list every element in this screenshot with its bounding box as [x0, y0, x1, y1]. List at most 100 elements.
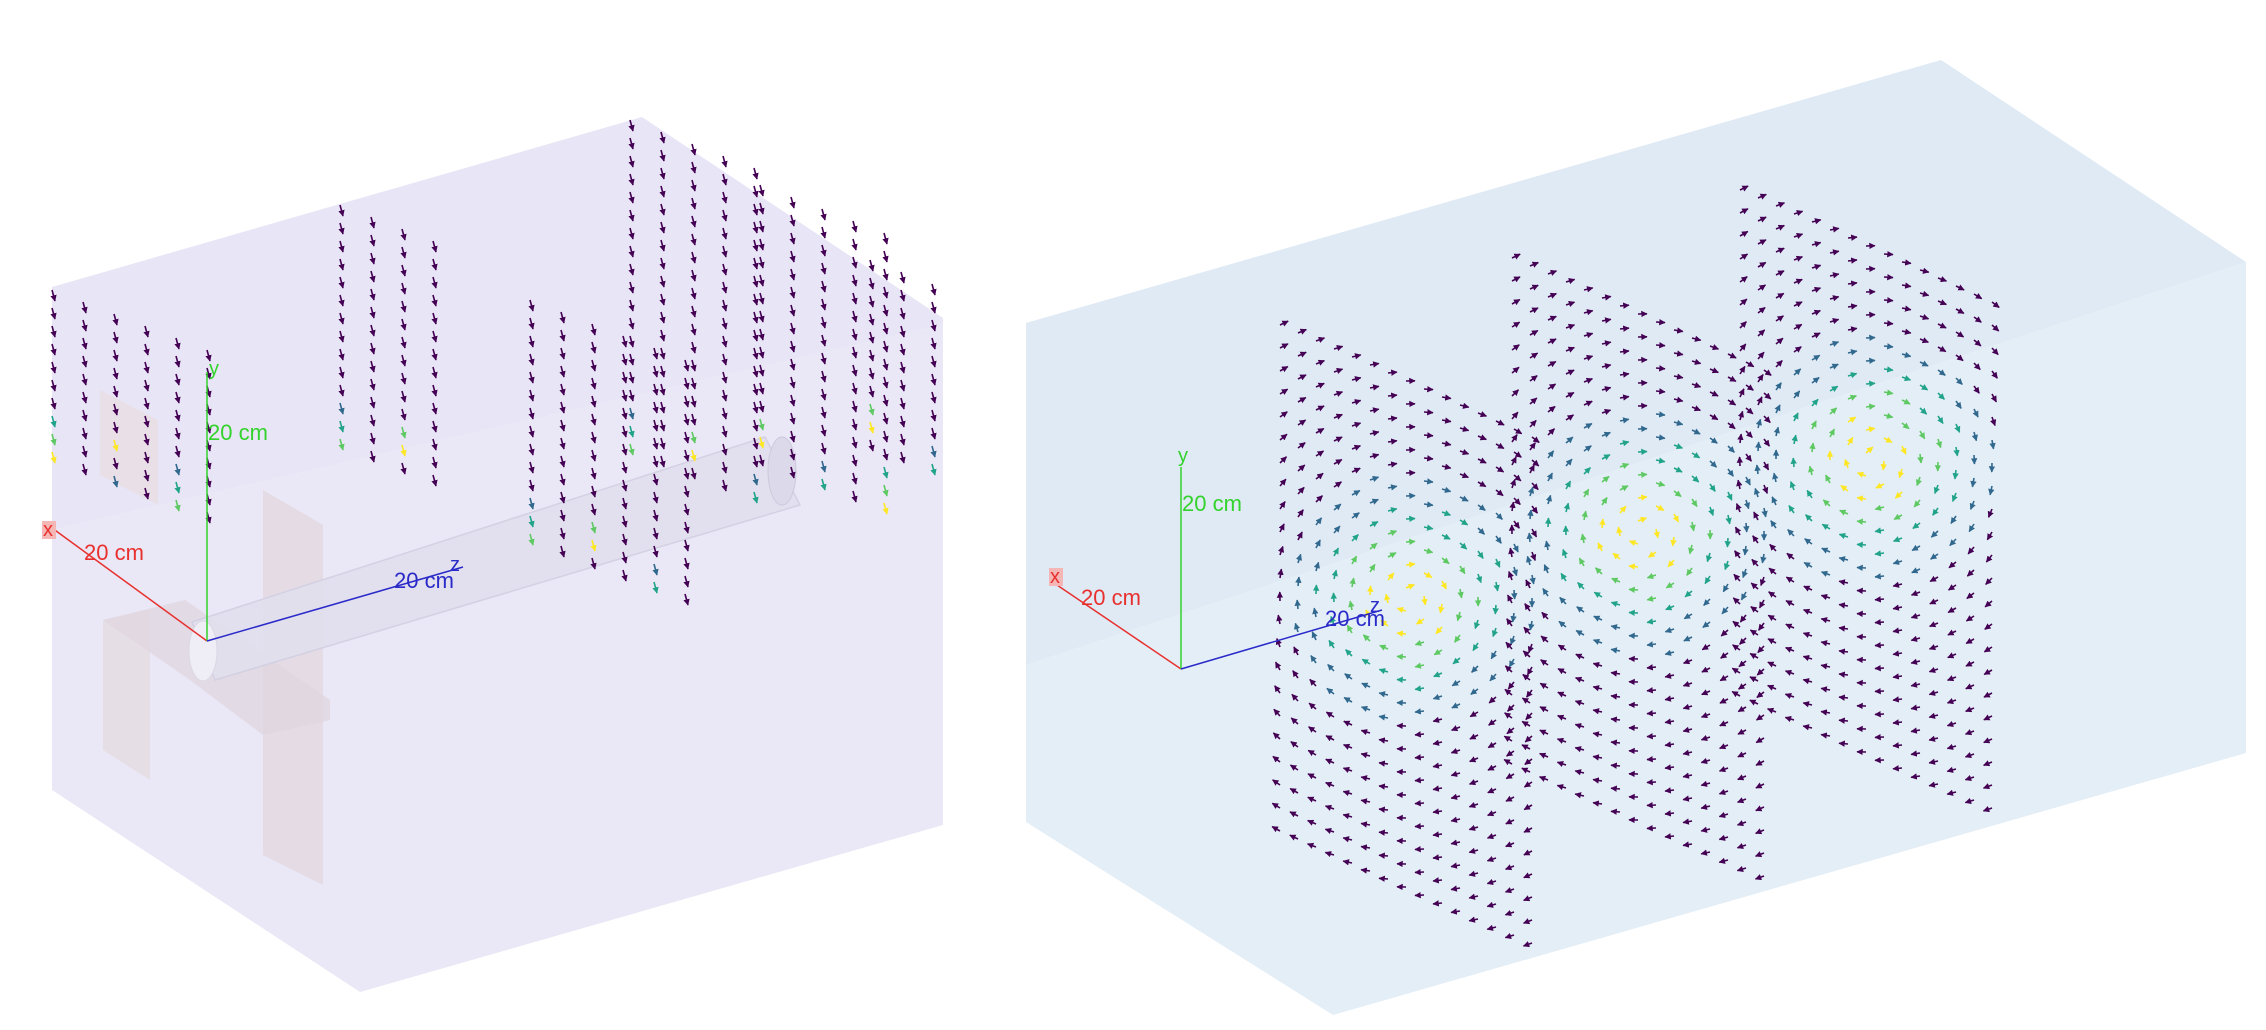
right-field-arrow	[1469, 710, 1479, 718]
left-3d-viewport[interactable]: x 20 cm y 20 cm z 20 cm	[42, 117, 943, 992]
right-field-arrow	[1557, 644, 1567, 651]
right-field-arrow	[1511, 276, 1521, 283]
left-rod-end-cap	[188, 620, 218, 682]
right-field-arrow	[1523, 849, 1533, 856]
right-field-arrow	[1441, 440, 1452, 447]
left-field-arrow	[690, 431, 697, 444]
left-field-arrow	[652, 383, 659, 396]
right-field-arrow	[1511, 589, 1518, 600]
left-field-arrow	[652, 581, 659, 594]
right-field-arrow	[1396, 630, 1407, 637]
right-field-arrow	[1468, 824, 1479, 831]
left-field-arrow	[81, 337, 88, 350]
right-field-arrow	[1883, 274, 1894, 281]
right-field-arrow	[1790, 457, 1797, 468]
right-field-arrow	[1513, 520, 1520, 529]
right-field-arrow	[1610, 601, 1621, 608]
right-field-arrow	[1459, 495, 1469, 502]
left-field-arrow	[721, 317, 728, 330]
left-field-arrow	[50, 415, 57, 428]
right-field-arrow	[1529, 329, 1539, 337]
left-field-arrow	[789, 214, 796, 227]
right-field-arrow	[1297, 441, 1306, 449]
right-field-arrow	[1387, 369, 1398, 376]
left-field-arrow	[652, 401, 659, 414]
right-field-arrow	[1557, 714, 1567, 721]
left-field-arrow	[369, 342, 376, 355]
right-field-arrow	[1637, 471, 1648, 478]
right-field-arrow	[1348, 600, 1355, 611]
left-field-arrow	[431, 438, 438, 451]
right-field-arrow	[1328, 639, 1335, 649]
right-field-arrow	[1289, 834, 1299, 841]
left-field-arrow	[683, 377, 690, 390]
left-field-arrow	[528, 371, 535, 384]
right-field-arrow	[1691, 382, 1702, 389]
left-field-arrow	[590, 413, 597, 426]
left-field-arrow	[431, 330, 438, 343]
left-field-arrow	[112, 331, 119, 344]
right-field-arrow	[1565, 369, 1575, 376]
right-3d-viewport[interactable]: x 20 cm y 20 cm z 20 cm	[1026, 60, 2246, 1015]
right-field-arrow	[1874, 573, 1885, 580]
right-field-arrow	[1387, 552, 1397, 559]
left-field-arrow	[400, 282, 407, 295]
right-field-arrow	[1476, 573, 1483, 584]
left-field-arrow	[820, 424, 827, 437]
left-field-arrow	[652, 365, 659, 378]
right-field-arrow	[1361, 658, 1371, 666]
right-field-arrow	[1441, 394, 1452, 401]
right-field-arrow	[1865, 357, 1876, 364]
left-field-arrow	[659, 419, 666, 432]
right-field-arrow	[1525, 712, 1533, 721]
right-field-arrow	[1507, 570, 1514, 581]
left-field-arrow	[174, 337, 181, 350]
right-field-arrow	[1468, 893, 1479, 900]
left-field-arrow	[621, 569, 628, 582]
left-field-arrow	[868, 385, 875, 398]
right-field-arrow	[1504, 887, 1515, 894]
right-field-arrow	[1542, 588, 1549, 597]
left-field-arrow	[659, 185, 666, 198]
right-field-arrow	[1423, 524, 1434, 531]
right-field-arrow	[1874, 664, 1885, 672]
left-field-arrow	[752, 293, 759, 306]
left-field-arrow	[690, 251, 697, 264]
left-field-arrow	[528, 353, 535, 366]
left-field-arrow	[205, 367, 212, 380]
left-field-arrow	[431, 240, 438, 253]
right-field-arrow	[1565, 436, 1574, 444]
right-field-arrow	[1307, 819, 1317, 826]
right-field-arrow	[1440, 580, 1447, 590]
left-field-arrow	[621, 407, 628, 420]
right-field-arrow	[1529, 419, 1537, 428]
right-field-arrow	[1470, 688, 1479, 696]
right-field-arrow	[1423, 432, 1434, 439]
right-field-arrow	[1450, 862, 1461, 869]
left-field-arrow	[174, 409, 181, 422]
left-field-arrow	[868, 277, 875, 290]
right-field-arrow	[1682, 726, 1693, 733]
right-field-arrow	[1529, 442, 1536, 451]
right-field-arrow	[1601, 408, 1612, 416]
left-field-arrow	[369, 306, 376, 319]
left-field-arrow	[721, 461, 728, 474]
left-field-arrow	[683, 539, 690, 552]
right-field-arrow	[1459, 542, 1468, 550]
right-field-arrow	[1315, 336, 1326, 343]
left-field-arrow	[621, 443, 628, 456]
left-field-arrow	[112, 385, 119, 398]
right-field-arrow	[1892, 765, 1903, 772]
left-field-arrow	[752, 185, 759, 198]
right-field-arrow	[1565, 277, 1576, 285]
left-field-arrow	[590, 467, 597, 480]
right-field-arrow	[1526, 666, 1534, 676]
right-field-arrow	[1451, 725, 1461, 732]
left-field-arrow	[528, 533, 535, 546]
right-field-arrow	[1333, 503, 1342, 511]
right-field-arrow	[1351, 399, 1362, 406]
right-field-arrow	[1563, 502, 1570, 513]
left-field-arrow	[851, 436, 858, 449]
right-field-arrow	[1673, 419, 1684, 426]
right-field-arrow	[1539, 706, 1549, 713]
